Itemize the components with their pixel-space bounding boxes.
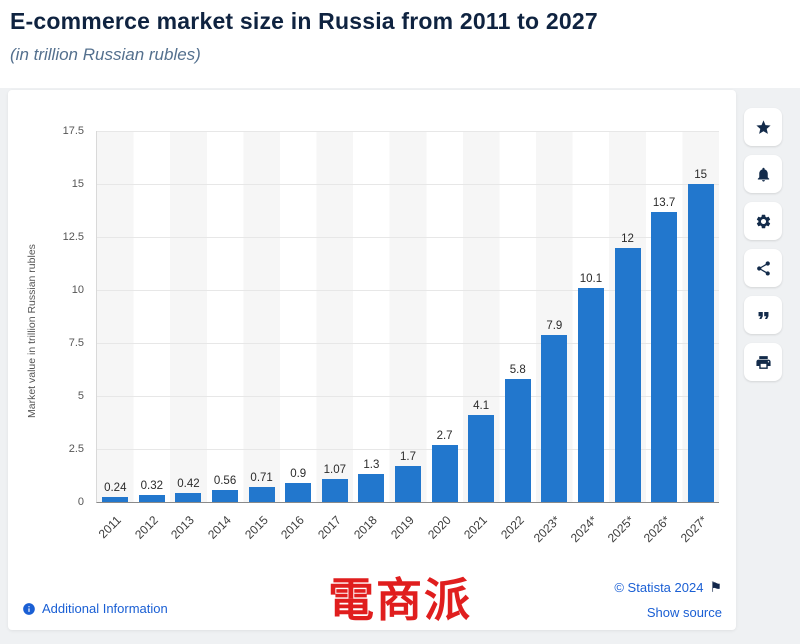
bar-value-label: 13.7 bbox=[652, 196, 676, 209]
gridline bbox=[97, 131, 719, 132]
gridline bbox=[97, 449, 719, 450]
print-button[interactable] bbox=[744, 343, 782, 381]
settings-button[interactable] bbox=[744, 202, 782, 240]
watermark: 電商派 bbox=[328, 574, 472, 626]
cite-button[interactable] bbox=[744, 296, 782, 334]
chart-column: 0.24 bbox=[97, 131, 134, 502]
bar-value-label: 5.8 bbox=[509, 364, 526, 377]
bar-value-label: 0.42 bbox=[177, 478, 200, 491]
chart-column: 13.7 bbox=[646, 131, 683, 502]
gridline bbox=[97, 290, 719, 291]
bar-2024*[interactable] bbox=[577, 287, 604, 502]
plot-area: 0.24 0.32 0.42 0.56 0.71 0.9 1.07 1.3 1.7 2.7 4.1 5… bbox=[96, 131, 719, 503]
bar-value-label: 12 bbox=[621, 232, 634, 245]
bar-value-label: 2.7 bbox=[436, 429, 453, 442]
additional-information-link[interactable]: Additional Information bbox=[22, 601, 168, 616]
chart-column: 15 bbox=[682, 131, 719, 502]
page-subtitle: (in trillion Russian rubles) bbox=[10, 45, 201, 64]
y-tick-label: 17.5 bbox=[62, 125, 84, 137]
statista-copyright-link[interactable]: © Statista 2024 bbox=[614, 580, 704, 595]
bar-2018[interactable] bbox=[358, 474, 385, 502]
bar-value-label: 0.9 bbox=[290, 467, 307, 480]
bar-value-label: 0.24 bbox=[104, 481, 127, 494]
chart-column: 2.7 bbox=[426, 131, 463, 502]
bar-2016[interactable] bbox=[285, 482, 312, 502]
bar-2014[interactable] bbox=[212, 490, 239, 502]
chart-column: 0.71 bbox=[243, 131, 280, 502]
chart-card: Market value in trillion Russian rubles … bbox=[8, 90, 736, 630]
gridline bbox=[97, 237, 719, 238]
bar-2023*[interactable] bbox=[541, 334, 568, 502]
bar-value-label: 0.32 bbox=[140, 480, 164, 493]
chart-column: 1.07 bbox=[317, 131, 354, 502]
info-icon bbox=[23, 602, 35, 615]
chart-column: 1.3 bbox=[353, 131, 390, 502]
y-tick-label: 12.5 bbox=[62, 231, 84, 243]
bar-value-label: 1.7 bbox=[399, 450, 416, 463]
bar-2011[interactable] bbox=[102, 496, 129, 502]
y-tick-label: 10 bbox=[71, 284, 84, 296]
bar-value-label: 0.71 bbox=[250, 471, 273, 484]
bar-2026*[interactable] bbox=[651, 211, 678, 502]
page-title: E-commerce market size in Russia from 20… bbox=[10, 8, 598, 34]
header: E-commerce market size in Russia from 20… bbox=[10, 8, 598, 65]
print-icon bbox=[755, 355, 771, 369]
gear-icon bbox=[756, 214, 770, 228]
bar-2020[interactable] bbox=[431, 444, 458, 502]
bar-value-label: 1.07 bbox=[323, 464, 346, 477]
bar-2013[interactable] bbox=[175, 493, 202, 502]
bar-value-label: 10.1 bbox=[579, 272, 603, 285]
y-tick-label: 7.5 bbox=[68, 337, 84, 349]
chart-column: 1.7 bbox=[390, 131, 427, 502]
chart-column: 10.1 bbox=[573, 131, 610, 502]
chart-column: 5.8 bbox=[499, 131, 536, 502]
bar-2017[interactable] bbox=[321, 479, 348, 502]
y-tick-label: 0 bbox=[77, 496, 84, 508]
bar-value-label: 1.3 bbox=[363, 459, 380, 472]
chart-column: 0.42 bbox=[170, 131, 207, 502]
gridline bbox=[97, 396, 719, 397]
chart-column: 0.56 bbox=[207, 131, 244, 502]
chart-toolbar bbox=[744, 108, 782, 381]
quote-icon bbox=[758, 311, 768, 319]
y-tick-label: 15 bbox=[71, 178, 84, 190]
flag-icon: ⚑ bbox=[709, 579, 722, 595]
y-tick-label: 2.5 bbox=[68, 443, 84, 455]
bell-icon bbox=[757, 167, 769, 182]
bar-2012[interactable] bbox=[138, 495, 165, 502]
bar-2022[interactable] bbox=[504, 379, 531, 502]
bar-value-label: 0.56 bbox=[213, 475, 237, 488]
show-source-link[interactable]: Show source bbox=[646, 605, 722, 620]
chart-column: 0.9 bbox=[280, 131, 317, 502]
y-tick-label: 5 bbox=[77, 390, 84, 402]
bar-2015[interactable] bbox=[248, 486, 275, 502]
y-axis: 0 2.5 5 7.5 10 12.5 15 17.5 bbox=[8, 125, 88, 508]
bar-2021[interactable] bbox=[468, 415, 495, 502]
chart-column: 0.32 bbox=[134, 131, 171, 502]
bar-value-label: 4.1 bbox=[473, 400, 490, 413]
gridline bbox=[97, 184, 719, 185]
additional-information-label: Additional Information bbox=[42, 601, 168, 616]
gridline bbox=[97, 343, 719, 344]
share-button[interactable] bbox=[744, 249, 782, 287]
star-icon bbox=[755, 119, 771, 134]
bar-2025*[interactable] bbox=[614, 247, 641, 502]
source-area: © Statista 2024 ⚑ Show source bbox=[614, 579, 722, 620]
bar-2027*[interactable] bbox=[687, 184, 714, 502]
chart-column: 4.1 bbox=[463, 131, 500, 502]
favorite-button[interactable] bbox=[744, 108, 782, 146]
bar-value-label: 15 bbox=[694, 169, 708, 181]
chart-column: 12 bbox=[609, 131, 646, 502]
chart-column: 7.9 bbox=[536, 131, 573, 502]
bar-value-label: 7.9 bbox=[546, 319, 563, 332]
bar-2019[interactable] bbox=[394, 465, 421, 502]
alerts-button[interactable] bbox=[744, 155, 782, 193]
share-icon bbox=[756, 260, 770, 276]
